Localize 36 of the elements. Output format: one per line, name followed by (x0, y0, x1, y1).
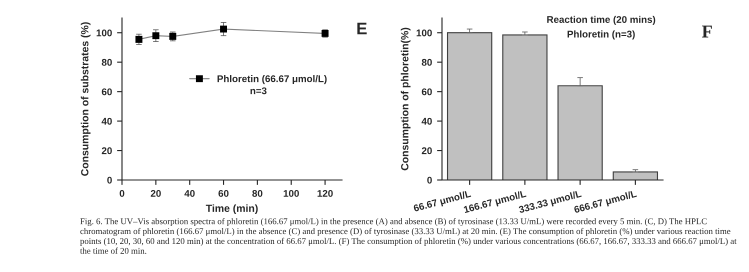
point (135, 36, 142, 43)
text: F (702, 26, 712, 38)
x-tick-label: 100 (284, 190, 299, 197)
y-tick-label: 40 (102, 118, 112, 125)
x-tick-label: 0 (120, 190, 124, 197)
bar (612, 171, 658, 180)
x-tick-label: 20 (150, 190, 161, 197)
bar (557, 85, 603, 180)
bar (446, 32, 492, 180)
annotation: Phloretin (n=3) (568, 30, 635, 40)
y-tick-label: 80 (422, 58, 432, 66)
y-tick-label: 0 (427, 176, 432, 184)
y-tick-label: 60 (102, 88, 112, 96)
point (220, 26, 228, 33)
y-tick-label: 80 (102, 58, 112, 66)
x-tick-label: 120 (318, 190, 333, 197)
point (152, 32, 160, 40)
y-tick-label: 20 (102, 147, 112, 154)
y-tick-label: 40 (422, 118, 432, 125)
y-tick-label: 100 (96, 29, 112, 36)
bar (502, 34, 548, 180)
x-tick-label: 80 (252, 190, 262, 197)
annotation: n=3 (250, 87, 267, 94)
x-axis-title: Time (min) (206, 204, 258, 214)
annotation: Reaction time (20 mins) (547, 16, 656, 25)
legend-label: Phloretin (66.67 μmol/L) (218, 75, 327, 84)
y-tick-label: 100 (416, 29, 432, 36)
x-tick-label: 60 (218, 190, 229, 197)
y-axis-title: Consumption of substrates (%) (80, 22, 91, 176)
y-tick-label: 0 (107, 176, 112, 184)
y-tick-label: 60 (422, 88, 432, 96)
text: E (357, 22, 367, 34)
y-tick-label: 20 (422, 147, 432, 154)
caption: Fig. 6. The UV–Vis absorption spectra of phloretin (166.67 μmol/L) in the presence (A) and absence (B) of tyrosinase (13.33 U/mL) were recorded every 5 min. (C, D) The HPLC chromatogram of phloretin (166.67 μmol/L) in the absence (C) and presence (D) of tyrosinase (33.33 U/mL) at 20 min. (E) The consumption of phloretin (%) under various reaction time points (10, 20, 30, 60 and 120 min) at the concentration of 66.67 μmol/L. (F) The consumption of phloretin (%) under various concentrations (66.67, 166.67, 333.33 and 666.67 μmol/L) at the time of 20 min. (80, 218, 737, 254)
x-tick-label: 40 (184, 190, 195, 197)
y-axis-title: Consumption of phloretin(%) (400, 28, 411, 170)
